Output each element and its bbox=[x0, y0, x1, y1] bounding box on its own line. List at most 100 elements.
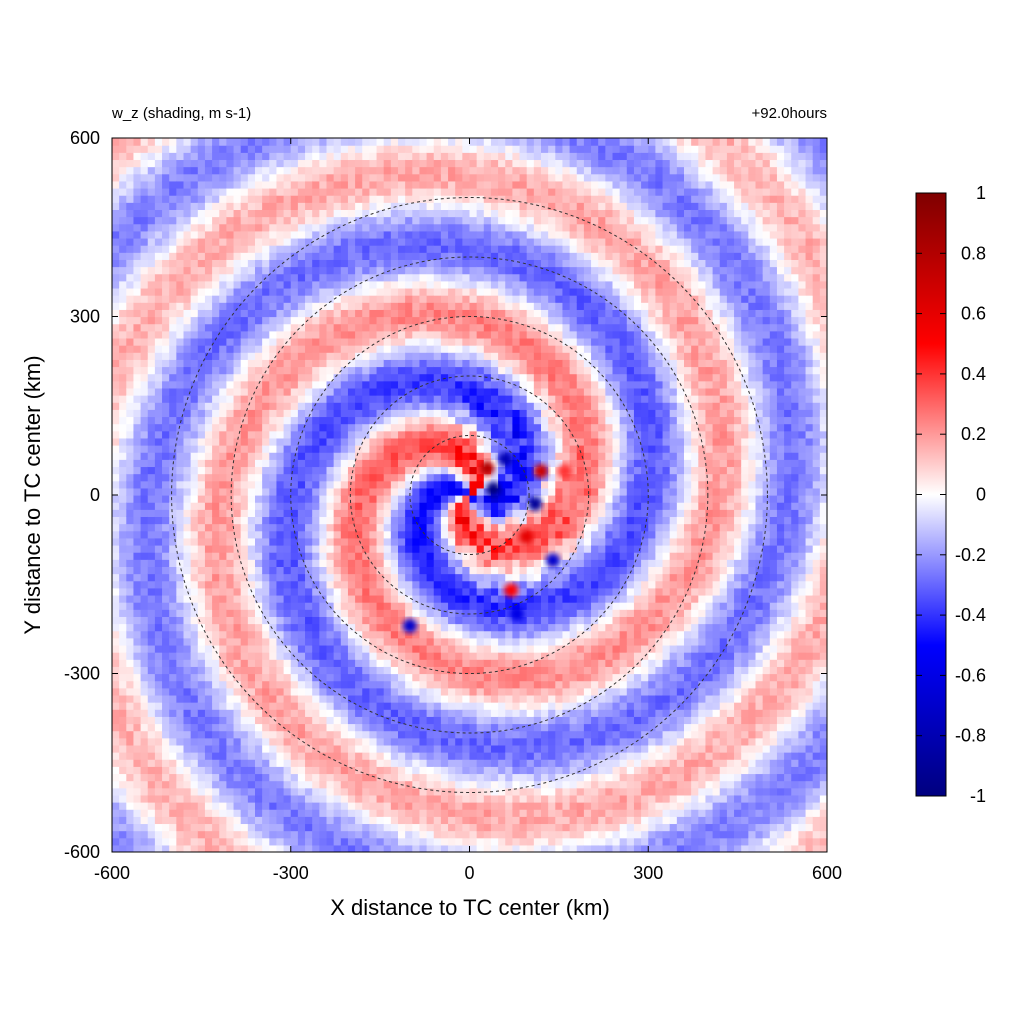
shading-cell bbox=[169, 466, 177, 475]
shading-cell bbox=[190, 245, 199, 253]
shading-cell bbox=[390, 523, 399, 532]
shading-cell bbox=[162, 566, 170, 575]
shading-cell bbox=[419, 623, 428, 632]
shading-cell bbox=[262, 787, 270, 796]
shading-cell bbox=[440, 495, 449, 503]
shading-cell bbox=[112, 487, 120, 496]
shading-cell bbox=[269, 602, 278, 610]
shading-cell bbox=[312, 330, 320, 339]
shading-cell bbox=[162, 459, 170, 468]
shading-cell bbox=[204, 580, 213, 589]
shading-cell bbox=[326, 252, 335, 260]
shading-cell bbox=[412, 502, 421, 510]
shading-cell bbox=[305, 402, 313, 410]
shading-cell bbox=[276, 637, 285, 646]
shading-cell bbox=[405, 295, 413, 303]
shading-cell bbox=[362, 559, 370, 567]
shading-cell bbox=[326, 509, 335, 518]
shading-cell bbox=[276, 330, 285, 339]
shading-cell bbox=[226, 237, 235, 246]
shading-cell bbox=[162, 616, 170, 625]
shading-cell bbox=[340, 387, 349, 396]
shading-cell bbox=[255, 245, 263, 253]
shading-cell bbox=[455, 402, 463, 410]
shading-cell bbox=[255, 766, 263, 775]
shading-cell bbox=[333, 766, 342, 775]
shading-cell bbox=[426, 509, 435, 518]
shading-cell bbox=[126, 566, 135, 575]
shading-cell bbox=[369, 366, 378, 375]
shading-cell bbox=[390, 644, 399, 653]
shading-cell bbox=[433, 530, 442, 539]
shading-cell bbox=[119, 409, 127, 418]
shading-cell bbox=[176, 623, 185, 632]
shading-cell bbox=[204, 316, 213, 325]
shading-cell bbox=[340, 152, 349, 161]
shading-cell bbox=[448, 694, 456, 703]
shading-cell bbox=[262, 359, 270, 368]
shading-cell bbox=[269, 416, 278, 425]
shading-cell bbox=[347, 659, 356, 667]
shading-cell bbox=[412, 716, 421, 725]
shading-cell bbox=[376, 552, 385, 560]
shading-cell bbox=[347, 245, 356, 253]
shading-cell bbox=[297, 666, 306, 675]
shading-cell bbox=[255, 166, 263, 175]
shading-cell bbox=[433, 202, 442, 210]
shading-cell bbox=[355, 509, 363, 518]
shading-cell bbox=[233, 245, 242, 253]
shading-cell bbox=[312, 830, 320, 839]
shading-cell bbox=[133, 252, 142, 260]
shading-cell bbox=[448, 744, 456, 753]
shading-cell bbox=[326, 487, 335, 496]
shading-cell bbox=[262, 816, 270, 825]
shading-cell bbox=[197, 466, 206, 475]
shading-cell bbox=[376, 630, 385, 639]
shading-cell bbox=[448, 780, 456, 789]
shading-cell bbox=[426, 359, 435, 368]
shading-cell bbox=[355, 759, 363, 767]
shading-cell bbox=[197, 716, 206, 725]
shading-cell bbox=[312, 459, 320, 468]
shading-cell bbox=[283, 216, 292, 225]
shading-cell bbox=[312, 480, 320, 489]
shading-cell bbox=[405, 387, 413, 396]
shading-cell bbox=[433, 723, 442, 732]
shading-cell bbox=[283, 644, 292, 653]
shading-cell bbox=[419, 587, 428, 596]
shading-cell bbox=[133, 844, 142, 852]
shading-cell bbox=[433, 609, 442, 617]
shading-cell bbox=[455, 687, 463, 696]
shading-cell bbox=[426, 395, 435, 403]
shading-cell bbox=[176, 230, 185, 239]
shading-cell bbox=[383, 716, 392, 725]
shading-cell bbox=[255, 744, 263, 753]
shading-cell bbox=[140, 459, 149, 468]
shading-cell bbox=[183, 530, 192, 539]
shading-cell bbox=[112, 287, 120, 296]
shading-cell bbox=[290, 259, 299, 268]
shading-cell bbox=[204, 566, 213, 575]
shading-cell bbox=[319, 523, 328, 532]
shading-cell bbox=[347, 780, 356, 789]
shading-cell bbox=[383, 259, 392, 268]
shading-cell bbox=[440, 502, 449, 510]
shading-cell bbox=[455, 430, 463, 439]
shading-cell bbox=[190, 452, 199, 460]
shading-cell bbox=[283, 809, 292, 817]
shading-cell bbox=[312, 209, 320, 218]
shading-cell bbox=[269, 794, 278, 803]
shading-cell bbox=[183, 766, 192, 775]
shading-cell bbox=[147, 844, 156, 852]
shading-cell bbox=[226, 580, 235, 589]
shading-cell bbox=[433, 173, 442, 182]
shading-cell bbox=[147, 159, 156, 168]
shading-cell bbox=[440, 187, 449, 196]
shading-cell bbox=[290, 573, 299, 582]
shading-cell bbox=[448, 402, 456, 410]
shading-cell bbox=[455, 295, 463, 303]
shading-cell bbox=[305, 280, 313, 289]
shading-cell bbox=[305, 487, 313, 496]
shading-cell bbox=[197, 816, 206, 825]
shading-cell bbox=[347, 716, 356, 725]
